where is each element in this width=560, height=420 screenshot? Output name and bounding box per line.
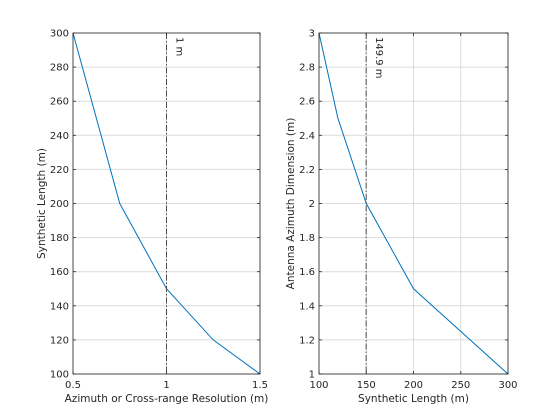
x-axis-label: Azimuth or Cross-range Resolution (m) [65,393,269,405]
x-tick-label: 1 [163,380,169,391]
y-tick-label: 2.2 [299,165,315,176]
y-tick-label: 3 [309,29,315,40]
y-tick-label: 2.4 [299,131,315,142]
y-tick-label: 100 [50,370,69,381]
y-tick-label: 260 [50,97,69,108]
threshold-label: 149.9 m [373,37,384,79]
y-tick-label: 120 [50,335,69,346]
x-tick-label: 0.5 [65,380,81,391]
y-tick-label: 2 [309,199,315,210]
y-tick-label: 1.8 [299,233,315,244]
x-tick-label: 250 [451,380,470,391]
chart-panel-1: 1 m 0.5 1 1.5 100 120 140 160 180 200 220 240 260 280… [36,29,268,406]
chart-panel-2: 149.9 m 100 150 200 250 300 1 1.2 1.4 1.6 1.8 2 2.2 2… [285,29,518,406]
x-axis-label: Synthetic Length (m) [358,393,469,405]
y-tick-label: 2.8 [299,63,315,74]
x-tick-label: 150 [357,380,376,391]
y-axis-label: Antenna Azimuth Dimension (m) [285,118,297,290]
y-tick-label: 1 [309,370,315,381]
x-tick-label: 300 [498,380,517,391]
y-axis-label: Synthetic Length (m) [36,148,48,259]
y-tick-label: 1.4 [299,301,315,312]
y-tick-label: 1.6 [299,267,315,278]
x-tick-label: 100 [309,380,328,391]
x-tick-label: 1.5 [252,380,268,391]
y-tick-label: 220 [50,165,69,176]
y-tick-label: 160 [50,267,69,278]
threshold-label: 1 m [174,37,185,56]
y-tick-label: 1.2 [299,335,315,346]
y-tick-label: 280 [50,63,69,74]
y-tick-label: 200 [50,199,69,210]
y-tick-label: 240 [50,131,69,142]
y-tick-label: 180 [50,233,69,244]
y-tick-label: 300 [50,29,69,40]
y-tick-label: 2.6 [299,97,315,108]
x-tick-label: 200 [404,380,423,391]
y-tick-label: 140 [50,301,69,312]
